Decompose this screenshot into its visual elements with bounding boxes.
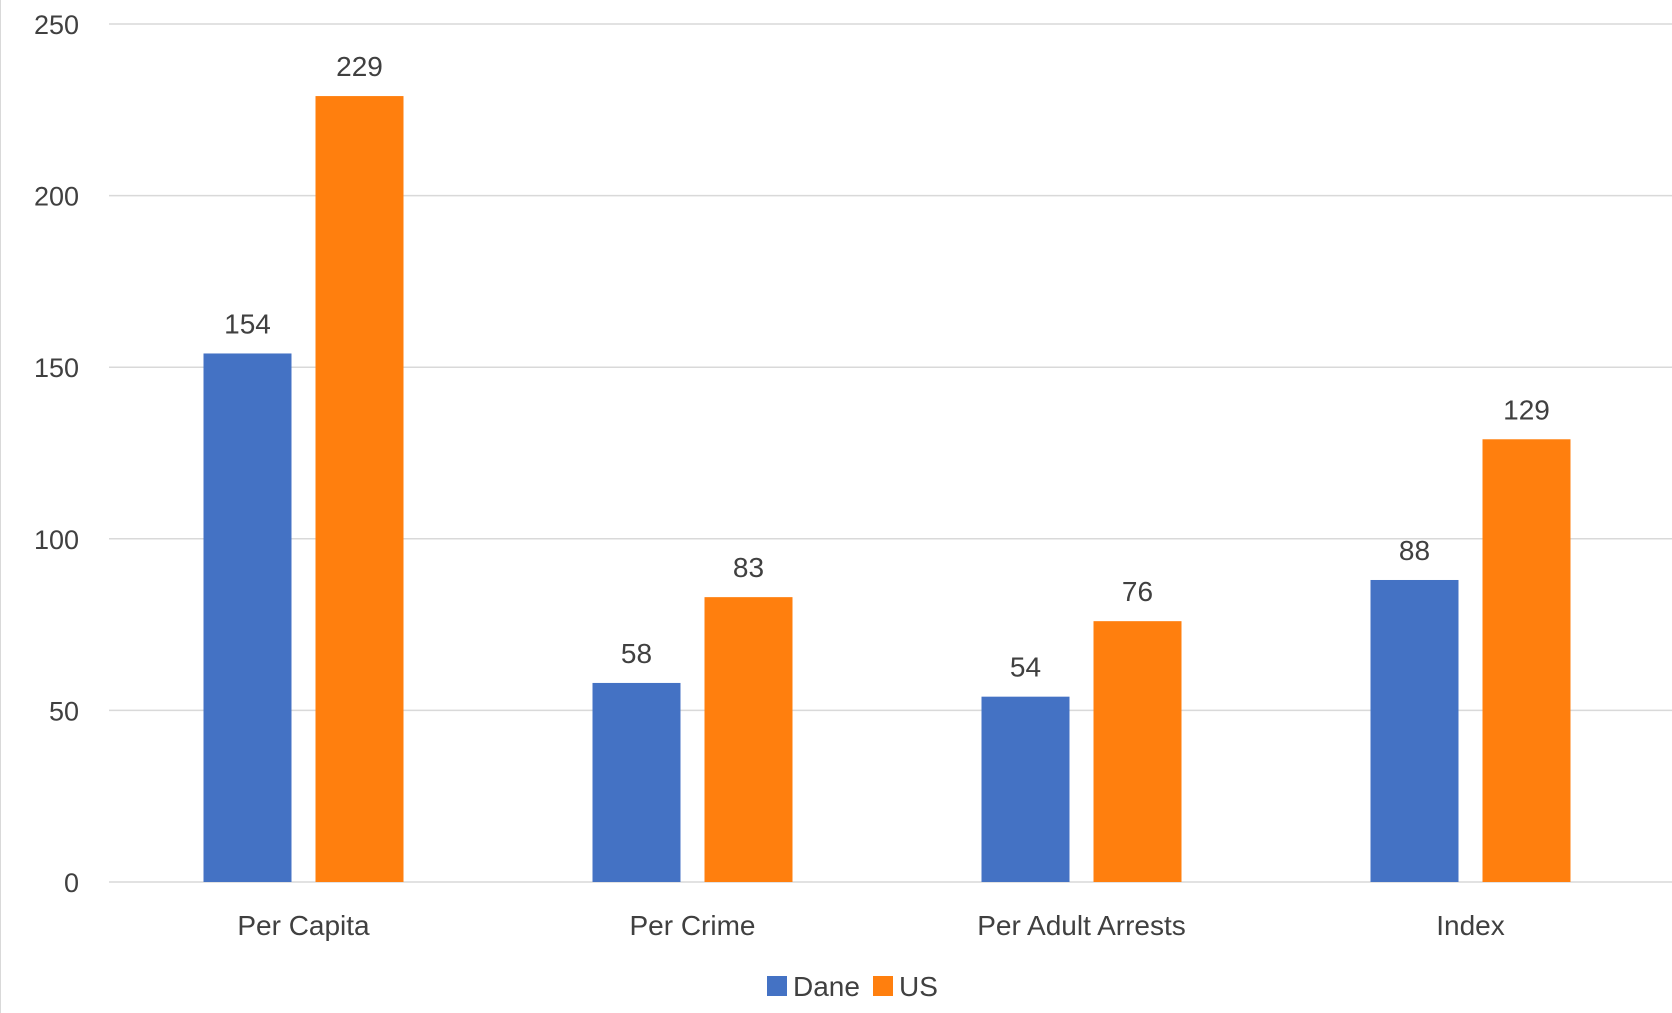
data-label: 129: [1503, 394, 1550, 425]
legend: Dane US: [767, 971, 938, 1002]
legend-label-dane: Dane: [793, 971, 860, 1002]
bar-us-index: [1482, 439, 1571, 882]
bar-dane-index: [1370, 579, 1459, 882]
data-label: 83: [733, 552, 764, 583]
x-axis-category-labels: Per Capita Per Crime Per Adult Arrests Inde…: [237, 910, 1504, 941]
bar-us-per-capita: [315, 96, 404, 882]
y-tick-label: 150: [34, 353, 79, 383]
x-category-label: Per Crime: [629, 910, 755, 941]
legend-label-us: US: [899, 971, 938, 1002]
bar-us-per-adult-arrests: [1093, 621, 1182, 882]
data-label: 229: [336, 51, 383, 82]
data-label: 58: [621, 638, 652, 669]
y-tick-label: 250: [34, 10, 79, 40]
legend-swatch-us: [873, 976, 893, 996]
data-label: 54: [1010, 652, 1041, 683]
y-tick-label: 200: [34, 182, 79, 212]
y-axis-tick-labels: 0 50 100 150 200 250: [34, 10, 79, 898]
data-label: 154: [224, 308, 271, 339]
x-category-label: Index: [1436, 910, 1505, 941]
x-category-label: Per Adult Arrests: [977, 910, 1186, 941]
y-tick-label: 100: [34, 525, 79, 555]
data-labels: 154 229 58 83 54 76 88 129: [224, 51, 1550, 683]
x-category-label: Per Capita: [237, 910, 370, 941]
bars: [203, 96, 1571, 882]
bar-us-per-crime: [704, 597, 793, 882]
bar-dane-per-crime: [592, 682, 681, 882]
data-label: 88: [1399, 535, 1430, 566]
legend-swatch-dane: [767, 976, 787, 996]
bar-dane-per-adult-arrests: [981, 696, 1070, 882]
y-tick-label: 0: [64, 868, 79, 898]
bar-dane-per-capita: [203, 353, 292, 882]
y-tick-label: 50: [49, 696, 79, 726]
data-label: 76: [1122, 576, 1153, 607]
